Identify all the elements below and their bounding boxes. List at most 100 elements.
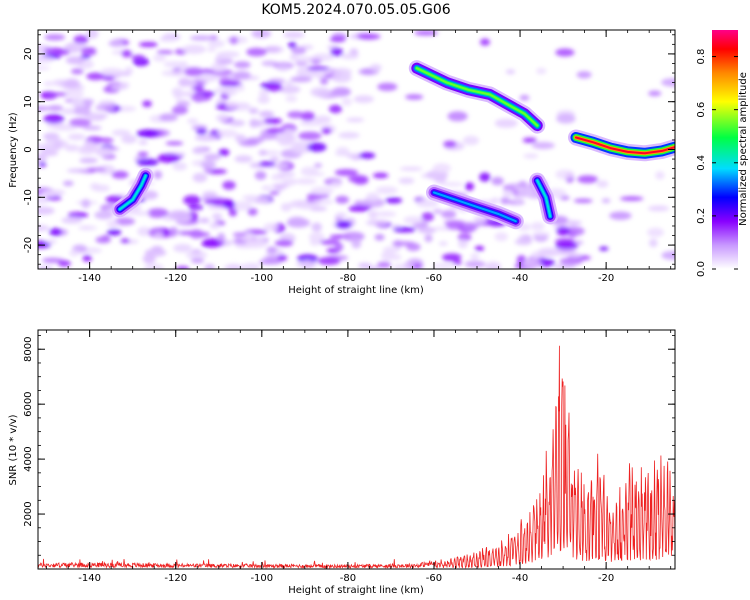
y-tick-label: 0 (23, 146, 34, 152)
noise-blob (301, 260, 314, 269)
noise-blob (204, 264, 215, 269)
noise-blob (440, 182, 464, 187)
y-tick-label: 6000 (23, 391, 34, 416)
noise-blob (258, 89, 269, 99)
noise-blob (519, 94, 530, 101)
noise-blob (185, 250, 208, 260)
noise-blob (196, 128, 207, 135)
noise-blob (217, 232, 226, 243)
noise-blob (417, 227, 437, 234)
noise-blob (412, 263, 422, 269)
noise-blob (470, 253, 480, 261)
noise-blob (176, 100, 191, 108)
noise-blob (555, 48, 575, 57)
noise-blob (307, 66, 330, 71)
noise-blob (246, 47, 267, 57)
noise-blob (661, 251, 675, 260)
noise-blob (573, 198, 593, 203)
noise-blob (661, 78, 675, 87)
noise-blob (329, 104, 342, 114)
noise-blob (67, 211, 89, 219)
x-tick-label: -80 (340, 573, 356, 584)
noise-blob (108, 40, 122, 47)
x-tick-label: -40 (512, 273, 528, 284)
noise-blob (453, 260, 462, 265)
noise-blob (118, 71, 131, 77)
noise-blob (38, 224, 50, 232)
noise-blob (334, 169, 359, 176)
spectrogram-ridges (111, 60, 675, 230)
noise-blob (234, 155, 253, 163)
noise-blob (346, 117, 365, 123)
noise-blob (171, 87, 183, 97)
noise-blob (287, 41, 297, 49)
noise-blob (269, 190, 280, 196)
noise-blob (41, 191, 57, 197)
snr-xlabel: Height of straight line (km) (288, 585, 424, 596)
noise-blob (248, 107, 259, 115)
noise-blob (319, 239, 340, 245)
noise-blob (247, 208, 258, 216)
noise-blob (92, 184, 110, 192)
snr-background (38, 330, 675, 569)
noise-blob (95, 104, 115, 111)
noise-blob (310, 87, 331, 97)
noise-blob (153, 54, 167, 62)
noise-blob (79, 157, 98, 164)
noise-blob (228, 119, 246, 127)
snr-x-ticks: -140 -120 -100 -80 -60 -40 -20 (46, 330, 672, 584)
noise-blob (229, 36, 239, 45)
noise-blob (210, 62, 227, 72)
noise-blob (330, 181, 342, 188)
ridge-band (536, 179, 552, 218)
noise-blob (258, 134, 278, 140)
noise-blob (259, 161, 276, 167)
noise-blob (138, 140, 148, 145)
noise-blob (138, 41, 158, 48)
noise-blob (49, 228, 63, 236)
noise-blob (329, 36, 346, 43)
noise-blob (294, 149, 304, 154)
noise-blob (250, 120, 263, 127)
noise-blob (121, 134, 137, 144)
ridge-0 (408, 60, 546, 134)
noise-blob (198, 232, 211, 237)
noise-blob (432, 263, 456, 269)
noise-blob (263, 117, 282, 125)
colorbar-gradient (712, 30, 738, 269)
noise-blob (357, 33, 381, 40)
noise-blob (280, 202, 292, 212)
noise-blob (146, 208, 169, 218)
noise-blob (38, 106, 51, 111)
noise-blob (648, 90, 662, 97)
noise-blob (329, 234, 343, 240)
noise-blob (82, 125, 102, 131)
noise-blob (86, 30, 99, 39)
noise-blob (47, 105, 64, 112)
noise-blob (159, 113, 178, 122)
noise-blob (286, 218, 311, 228)
noise-blob (274, 133, 294, 143)
y-tick-label: 20 (23, 48, 34, 61)
noise-blob (274, 239, 294, 247)
noise-blob (531, 141, 555, 150)
noise-blob (479, 38, 491, 46)
noise-blob (258, 259, 282, 265)
y-tick-label: 8000 (23, 337, 34, 362)
noise-blob (203, 153, 221, 161)
noise-blob (178, 77, 192, 88)
noise-blob (188, 205, 204, 210)
noise-blob (647, 205, 670, 212)
noise-blob (43, 47, 65, 53)
noise-blob (246, 196, 270, 204)
noise-blob (372, 172, 389, 179)
noise-blob (596, 180, 609, 188)
noise-blob (555, 169, 575, 180)
noise-blob (235, 134, 247, 143)
noise-blob (223, 86, 238, 96)
spectrogram-x-ticks: -140 -120 -100 -80 -60 -40 -20 (46, 30, 672, 284)
noise-blob (121, 49, 132, 58)
